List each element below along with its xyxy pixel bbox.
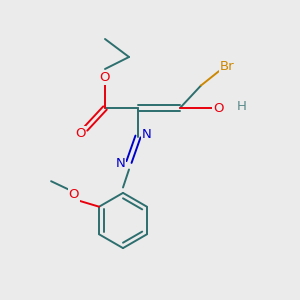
- Text: Br: Br: [220, 59, 234, 73]
- Text: H: H: [237, 100, 246, 113]
- Text: N: N: [116, 157, 125, 170]
- Text: N: N: [142, 128, 151, 142]
- Text: O: O: [68, 188, 79, 201]
- Text: O: O: [100, 71, 110, 84]
- Text: O: O: [213, 101, 223, 115]
- Text: O: O: [75, 127, 85, 140]
